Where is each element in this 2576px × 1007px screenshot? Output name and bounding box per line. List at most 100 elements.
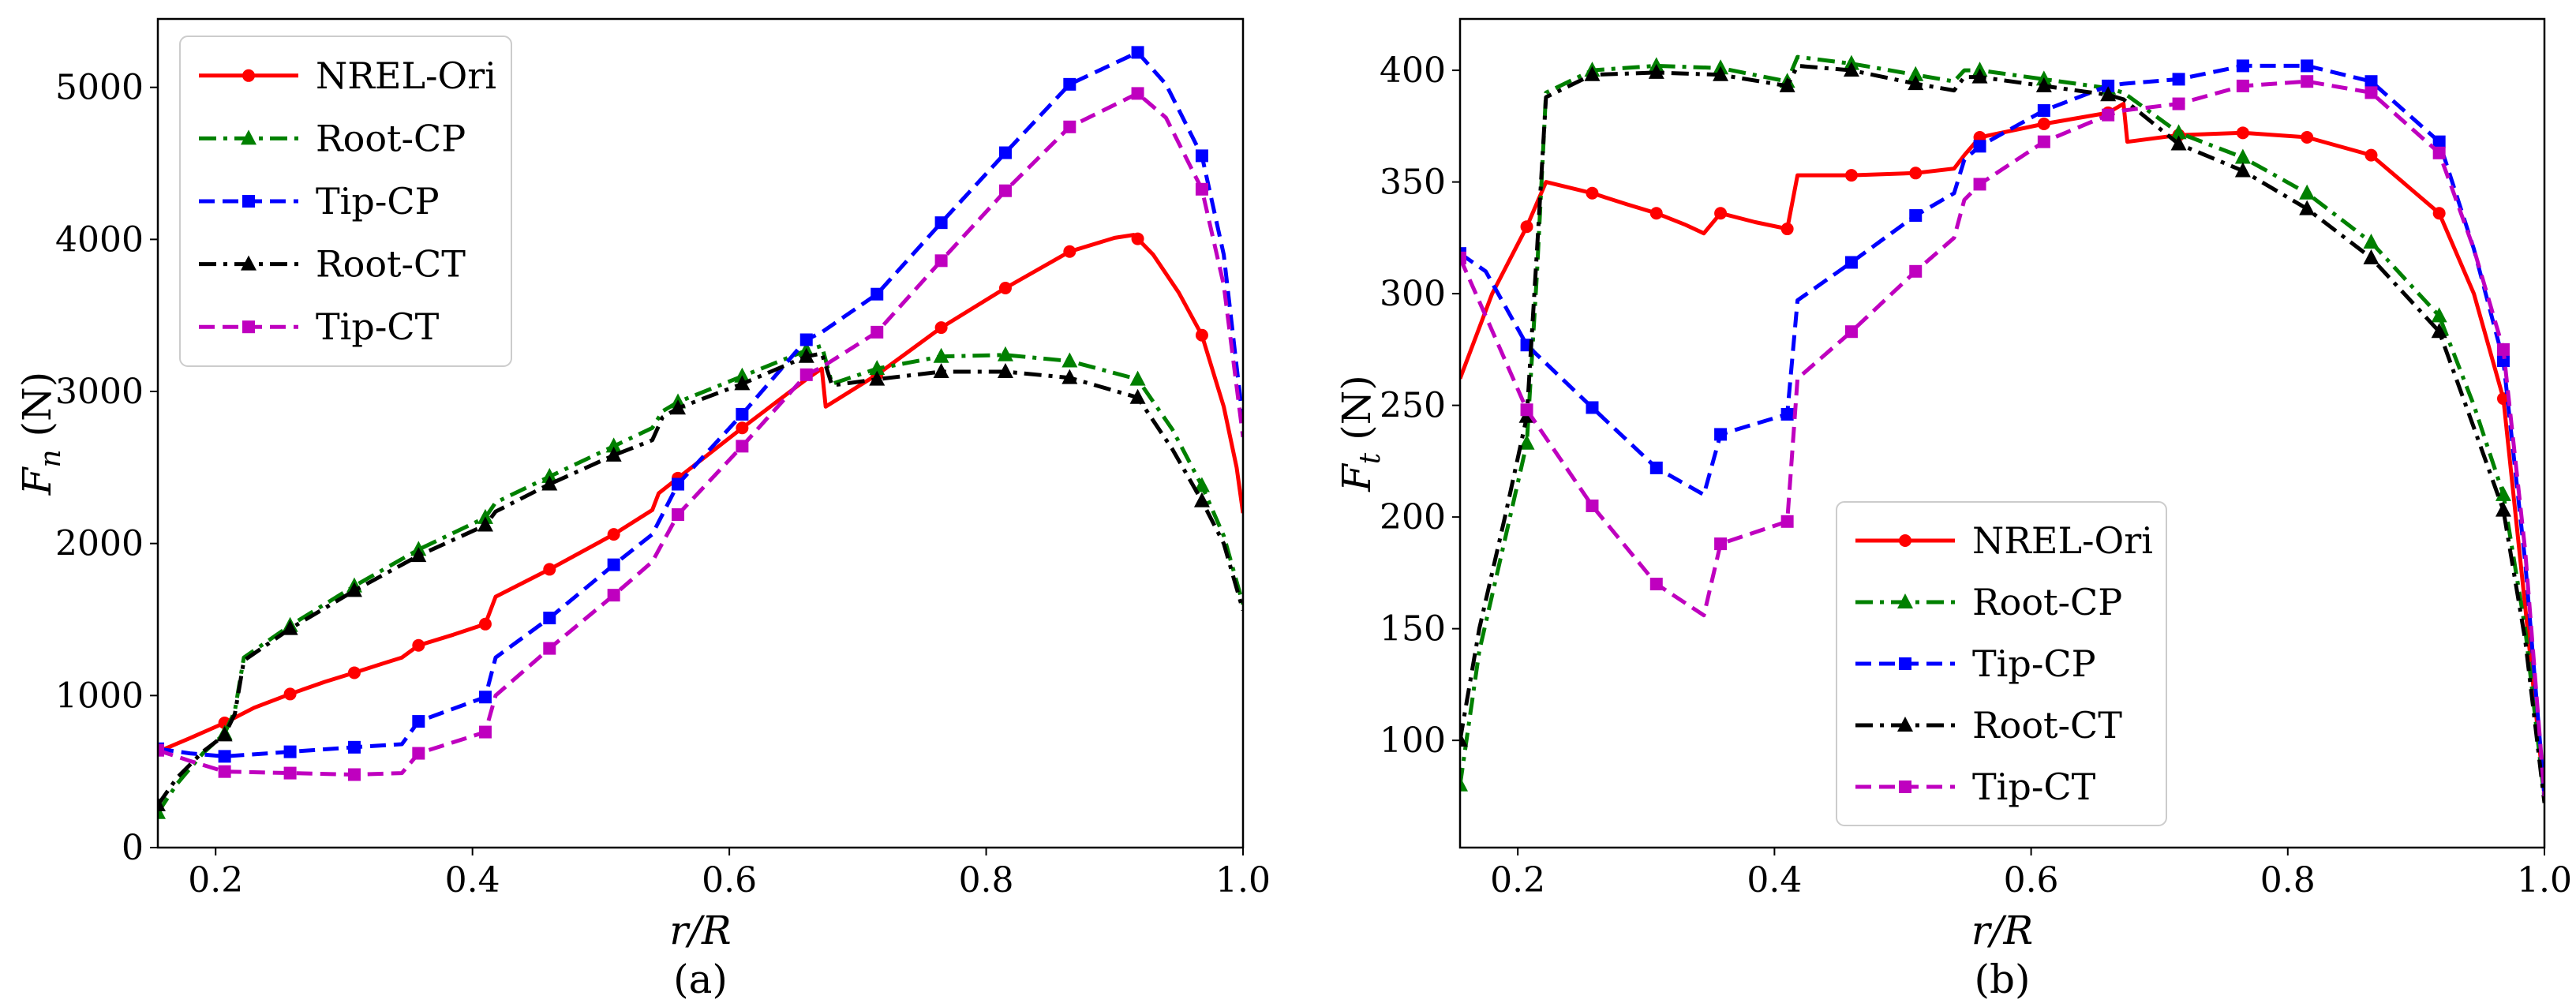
series-line-root-cp: [1460, 54, 2544, 799]
data-point: [1909, 167, 1923, 180]
legend-marker: [1897, 717, 1913, 732]
series-line-nrel-ori: [158, 233, 1243, 754]
legend-box: [179, 36, 512, 367]
data-point: [2102, 108, 2115, 122]
data-point: [933, 362, 949, 378]
data-point: [2431, 307, 2447, 323]
data-point: [2301, 75, 2314, 88]
legend-label: Root-CT: [1972, 704, 2122, 747]
data-point: [218, 765, 231, 778]
y-axis-label-subscript: n: [35, 449, 67, 467]
y-tick-label: 2000: [55, 524, 144, 564]
y-axis-label-symbol: F: [1334, 462, 1380, 492]
plot-frame: [156, 17, 1245, 849]
data-point: [543, 563, 556, 576]
data-point: [2363, 234, 2379, 249]
data-point: [1061, 369, 1078, 384]
y-tick-label: 100: [1380, 721, 1446, 761]
data-point: [798, 347, 814, 363]
series-line-tip-ct: [1460, 79, 2544, 797]
panel-caption: (b): [1974, 956, 2030, 1002]
data-point: [2496, 343, 2510, 356]
data-point: [1586, 499, 1599, 512]
x-axis-label: r/R: [669, 908, 731, 953]
y-axis-label-unit: (N): [1334, 375, 1380, 453]
legend-item-root-ct: Root-CT: [199, 243, 466, 286]
data-point: [1780, 223, 1794, 236]
data-point: [933, 347, 949, 363]
legend-marker: [1897, 593, 1913, 608]
data-point: [1129, 388, 1146, 404]
y-tick-label: 150: [1380, 609, 1446, 649]
data-point: [1908, 75, 1924, 91]
legend-item-tip-cp: Tip-CP: [1855, 642, 2096, 685]
data-point: [869, 360, 886, 376]
series-line-root-ct: [158, 351, 1243, 807]
x-tick-label: 0.2: [1490, 860, 1545, 900]
data-point: [1460, 732, 1468, 747]
y-tick-label: 400: [1380, 51, 1446, 91]
data-point: [1195, 149, 1208, 163]
x-tick-label: 0.2: [188, 860, 243, 900]
y-tick-label: 5000: [55, 68, 144, 108]
data-point: [1061, 352, 1078, 368]
data-point: [799, 333, 813, 346]
legend-label: Tip-CP: [316, 180, 440, 223]
data-point: [1193, 477, 1210, 492]
data-point: [2102, 79, 2115, 92]
data-point: [2301, 131, 2314, 144]
legend-label: NREL-Ori: [1972, 519, 2153, 562]
y-tick-label: 350: [1380, 163, 1446, 203]
data-point: [1460, 776, 1468, 792]
data-point: [2495, 501, 2511, 517]
data-point: [1908, 66, 1924, 81]
legend-item-root-cp: Root-CP: [199, 117, 466, 159]
data-point: [1063, 77, 1076, 91]
data-point: [998, 282, 1012, 295]
legend-item-root-ct: Root-CT: [1855, 704, 2122, 747]
data-point: [478, 617, 492, 631]
data-point: [1780, 407, 1794, 421]
data-point: [158, 803, 166, 819]
data-point: [2236, 126, 2249, 140]
data-point: [2236, 79, 2249, 92]
data-point: [1195, 328, 1208, 342]
data-point: [1518, 434, 1535, 450]
data-point: [283, 745, 297, 758]
data-point: [477, 508, 493, 524]
data-point: [1649, 207, 1663, 220]
data-point: [607, 558, 620, 571]
y-tick-label: 1000: [55, 676, 144, 716]
data-point: [607, 528, 620, 541]
legend-marker: [241, 129, 256, 145]
data-point: [2432, 135, 2446, 148]
data-point: [1971, 68, 1988, 84]
data-point: [2363, 249, 2379, 264]
y-tick-label: 3000: [55, 372, 144, 412]
legend-marker: [1899, 657, 1911, 670]
data-point: [283, 766, 297, 780]
legend-marker: [1899, 534, 1911, 547]
data-point: [1129, 370, 1146, 386]
plot-area: [158, 46, 1243, 819]
data-point: [543, 642, 556, 655]
data-point: [478, 691, 492, 704]
y-tick-label: 250: [1380, 386, 1446, 426]
y-axis-label: Fn (N): [14, 372, 67, 496]
legend-item-tip-ct: Tip-CT: [199, 305, 440, 348]
legend-marker: [1899, 781, 1911, 793]
data-point: [997, 346, 1013, 361]
plot-area: [1460, 54, 2544, 803]
series-tip-ct: [1460, 75, 2544, 797]
data-point: [1779, 77, 1795, 92]
y-axis-label: Ft (N): [1334, 375, 1387, 492]
data-point: [2364, 148, 2378, 162]
data-point: [2170, 124, 2187, 140]
legend-marker: [241, 255, 256, 271]
data-point: [2299, 200, 2316, 215]
data-point: [2432, 146, 2446, 159]
data-point: [1131, 46, 1144, 59]
data-point: [605, 437, 622, 453]
legend-label: NREL-Ori: [316, 54, 496, 97]
data-point: [282, 620, 298, 635]
